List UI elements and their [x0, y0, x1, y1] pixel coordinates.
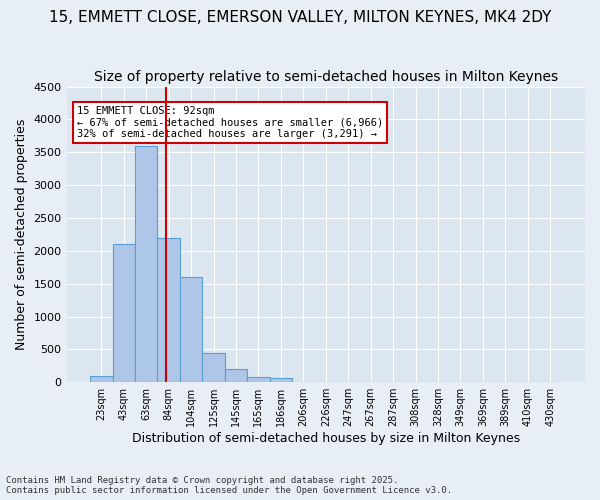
Y-axis label: Number of semi-detached properties: Number of semi-detached properties	[15, 118, 28, 350]
Text: 15 EMMETT CLOSE: 92sqm
← 67% of semi-detached houses are smaller (6,966)
32% of : 15 EMMETT CLOSE: 92sqm ← 67% of semi-det…	[77, 106, 383, 139]
Text: Contains HM Land Registry data © Crown copyright and database right 2025.
Contai: Contains HM Land Registry data © Crown c…	[6, 476, 452, 495]
Bar	[180, 277, 202, 382]
Bar	[135, 146, 157, 382]
Bar	[247, 378, 269, 382]
Bar	[225, 369, 247, 382]
Bar	[157, 238, 180, 382]
Bar	[113, 244, 135, 382]
Bar	[90, 376, 113, 382]
X-axis label: Distribution of semi-detached houses by size in Milton Keynes: Distribution of semi-detached houses by …	[132, 432, 520, 445]
Text: 15, EMMETT CLOSE, EMERSON VALLEY, MILTON KEYNES, MK4 2DY: 15, EMMETT CLOSE, EMERSON VALLEY, MILTON…	[49, 10, 551, 25]
Bar	[202, 352, 225, 382]
Bar	[269, 378, 292, 382]
Title: Size of property relative to semi-detached houses in Milton Keynes: Size of property relative to semi-detach…	[94, 70, 558, 84]
